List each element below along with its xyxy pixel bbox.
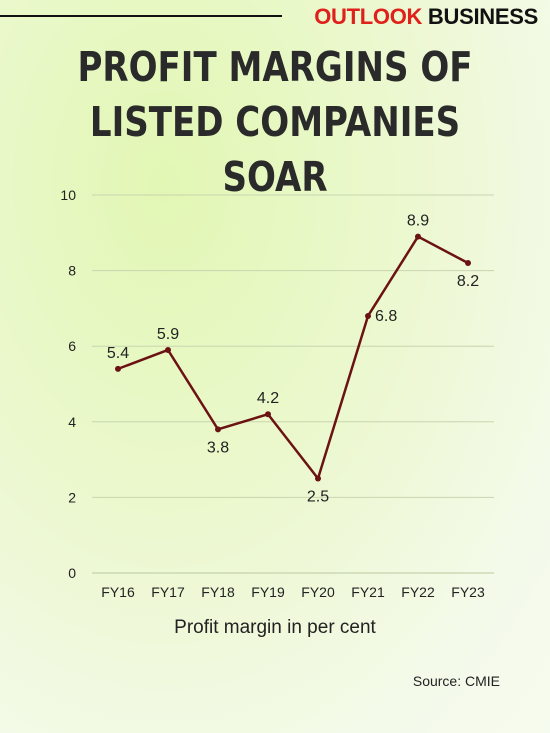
x-tick-label: FY18: [201, 584, 235, 600]
data-point: [415, 233, 421, 240]
x-tick-label: FY22: [401, 584, 435, 600]
y-tick-label: 8: [68, 263, 76, 279]
data-point: [465, 260, 471, 267]
y-tick-label: 0: [68, 565, 76, 581]
data-label: 8.2: [457, 273, 479, 290]
data-label: 4.2: [257, 390, 279, 407]
data-point: [215, 426, 221, 433]
data-label: 6.8: [375, 308, 397, 325]
data-label: 2.5: [307, 489, 329, 506]
series-line: [117, 235, 469, 480]
x-tick-label: FY17: [151, 584, 185, 600]
data-point: [315, 475, 321, 482]
y-tick-label: 10: [60, 187, 76, 203]
data-point: [365, 312, 371, 319]
data-point: [265, 411, 271, 418]
page-title: PROFIT MARGINS OF LISTED COMPANIES SOAR: [47, 40, 504, 205]
data-point: [115, 365, 121, 372]
source-note: Source: CMIE: [412, 673, 500, 689]
y-tick-label: 6: [68, 338, 76, 354]
data-label: 5.4: [107, 345, 129, 362]
y-tick-label: 4: [68, 414, 76, 430]
brand-logo: OUTLOOK BUSINESS: [314, 4, 538, 30]
y-tick-label: 2: [68, 489, 76, 505]
title-line-1: PROFIT MARGINS OF: [77, 43, 473, 91]
data-label: 3.8: [207, 439, 229, 456]
x-tick-label: FY19: [251, 584, 285, 600]
data-label: 5.9: [157, 326, 179, 343]
x-axis-label: Profit margin in per cent: [174, 617, 376, 638]
data-point: [165, 346, 171, 353]
brand-part-business: BUSINESS: [427, 4, 538, 29]
x-tick-label: FY21: [351, 584, 385, 600]
x-tick-label: FY16: [101, 584, 135, 600]
data-label: 8.9: [407, 213, 429, 230]
header-rule: [0, 15, 282, 17]
title-line-2: LISTED COMPANIES SOAR: [89, 98, 461, 201]
x-tick-label: FY20: [301, 584, 335, 600]
brand-part-outlook: OUTLOOK: [314, 4, 423, 29]
x-tick-label: FY23: [451, 584, 485, 600]
